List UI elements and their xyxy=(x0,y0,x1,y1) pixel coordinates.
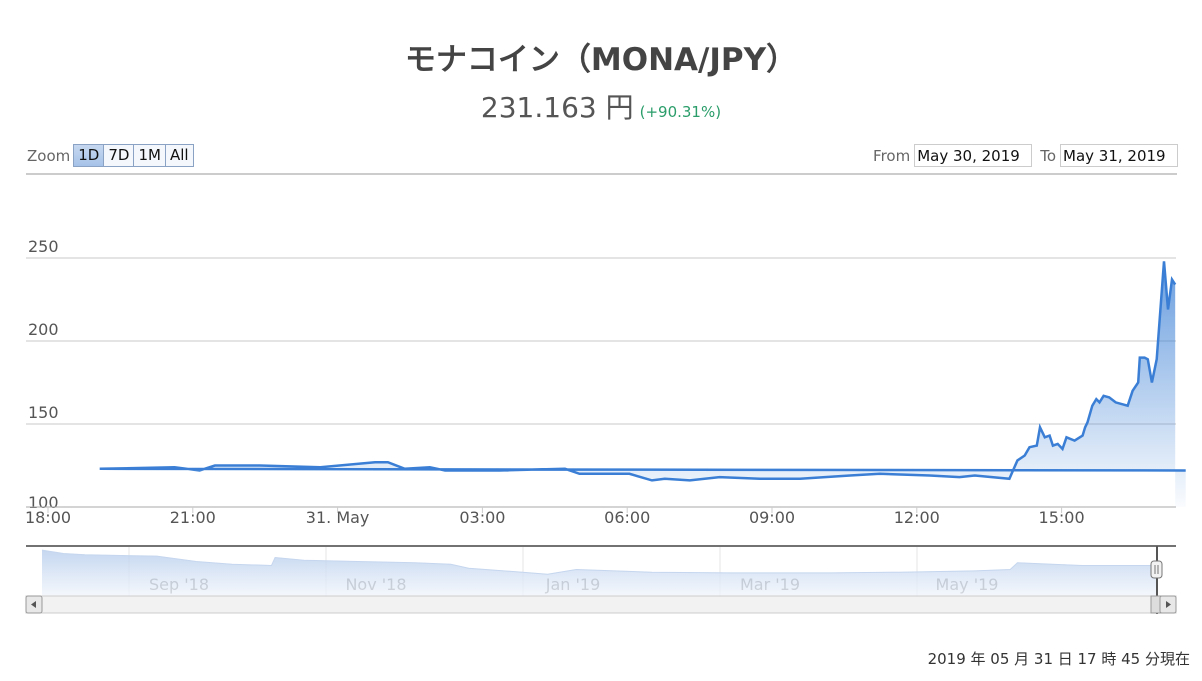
price-change: (+90.31%) xyxy=(639,103,722,121)
x-tick-label: 03:00 xyxy=(459,508,505,527)
x-tick-label: 12:00 xyxy=(894,508,940,527)
y-tick-label: 150 xyxy=(28,403,59,422)
from-date-input[interactable] xyxy=(914,144,1033,167)
x-tick-label: 09:00 xyxy=(749,508,795,527)
zoom-selector: Zoom 1D 7D 1M All xyxy=(27,144,194,167)
scrollbar-track[interactable] xyxy=(25,595,1177,614)
navigator-area xyxy=(42,550,1158,596)
x-tick-label: 31. May xyxy=(306,508,370,527)
zoom-label: Zoom xyxy=(27,146,71,165)
y-tick-label: 250 xyxy=(28,237,59,256)
zoom-1m-button[interactable]: 1M xyxy=(133,144,166,167)
x-tick-label: 15:00 xyxy=(1039,508,1085,527)
x-tick-label: 18:00 xyxy=(25,508,71,527)
zoom-7d-button[interactable]: 7D xyxy=(103,144,135,167)
x-tick-label: 21:00 xyxy=(170,508,216,527)
arrow-left-icon xyxy=(31,601,36,608)
y-tick-label: 200 xyxy=(28,320,59,339)
zoom-all-button[interactable]: All xyxy=(164,144,194,167)
navigator-handle[interactable] xyxy=(1150,560,1163,579)
navigator-line xyxy=(41,549,1158,575)
to-label: To xyxy=(1040,146,1056,165)
zoom-1d-button[interactable]: 1D xyxy=(73,144,105,167)
arrow-right-icon xyxy=(1166,601,1171,608)
current-price: 231.163 円 (+90.31%) xyxy=(0,86,1202,126)
page-title: モナコイン（MONA/JPY） xyxy=(404,42,798,78)
date-range: From To xyxy=(873,144,1178,167)
price-line xyxy=(99,261,1186,482)
price-value: 231.163 円 xyxy=(480,91,634,124)
from-label: From xyxy=(873,146,911,165)
timestamp: 2019 年 05 月 31 日 17 時 45 分現在 xyxy=(927,650,1190,668)
to-date-input[interactable] xyxy=(1060,144,1178,167)
x-tick-label: 06:00 xyxy=(604,508,650,527)
